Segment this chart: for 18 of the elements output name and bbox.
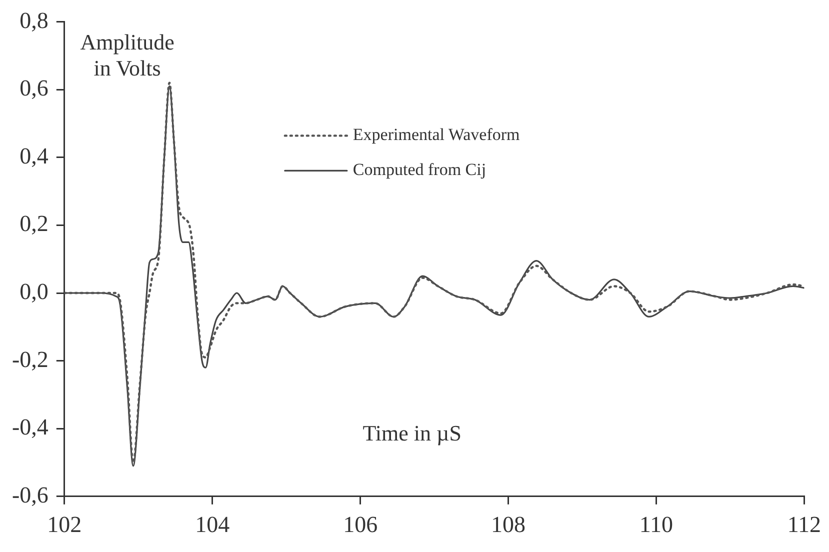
legend-label: Computed from Cij: [352, 160, 486, 180]
y-tick-label: 0,0: [20, 279, 48, 304]
y-tick-label: 0,2: [20, 211, 48, 236]
x-tick-label: 102: [47, 512, 82, 538]
x-axis-title: Time in µS: [362, 420, 462, 446]
x-tick-label: 108: [491, 512, 526, 538]
y-tick-label: 0,8: [20, 8, 48, 33]
y-tick-label: -0,2: [12, 346, 48, 372]
x-tick-label: 104: [195, 512, 230, 538]
x-tick-label: 110: [639, 512, 674, 538]
y-axis-title: Amplitude in Volts: [80, 30, 174, 81]
x-tick-label: 106: [343, 512, 378, 538]
legend-label: Experimental Waveform: [352, 125, 520, 144]
y-tick-label: 0,6: [20, 76, 48, 101]
y-tick-label: -0,6: [12, 482, 48, 508]
y-tick-label: 0,4: [20, 143, 49, 168]
y-tick-label: -0,4: [12, 414, 49, 440]
x-tick-label: 112: [787, 512, 822, 538]
